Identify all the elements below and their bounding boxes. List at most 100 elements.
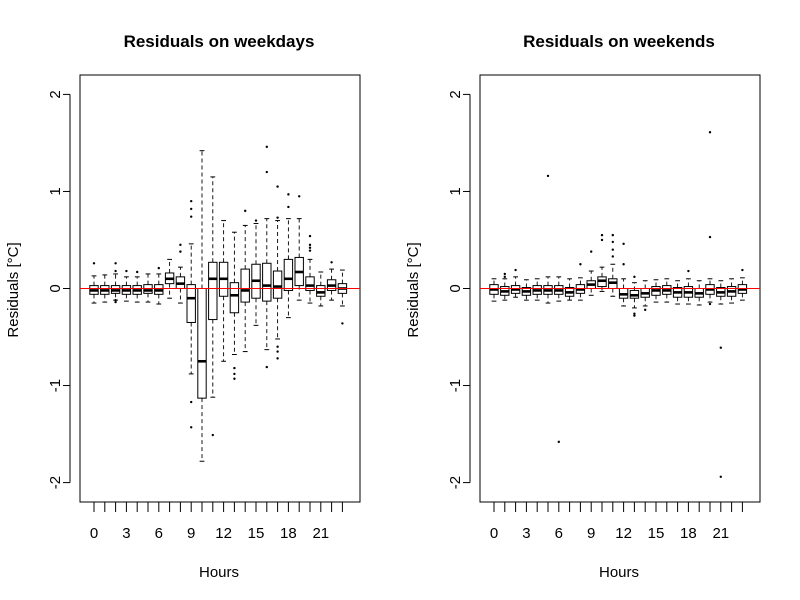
outlier-point <box>687 269 690 273</box>
outlier-point <box>341 322 344 325</box>
outlier-point <box>244 209 247 213</box>
outlier-point <box>287 193 290 196</box>
box-hour-12 <box>618 242 629 307</box>
x-tick-label: 21 <box>312 525 329 542</box>
box-hour-23 <box>737 268 748 301</box>
box-hour-8 <box>575 263 586 301</box>
outlier-point <box>611 255 614 258</box>
box-hour-18 <box>683 269 694 305</box>
box-hour-15 <box>251 219 261 326</box>
box-hour-19 <box>694 280 704 306</box>
outlier-point <box>590 250 593 253</box>
outlier-point <box>276 345 279 348</box>
outlier-point <box>611 248 614 251</box>
x-tick-label: 18 <box>280 525 297 542</box>
outlier-point <box>600 233 604 237</box>
box-iqr <box>240 268 250 303</box>
outlier-point <box>622 263 625 266</box>
box-iqr <box>272 270 283 299</box>
box-hour-20 <box>705 131 715 306</box>
box-hour-14 <box>240 209 250 353</box>
x-tick-label: 12 <box>615 525 632 542</box>
outlier-point <box>233 372 236 376</box>
x-tick-label: 9 <box>587 525 595 542</box>
outlier-point <box>708 235 712 239</box>
box-hour-2 <box>110 262 121 304</box>
x-tick-label: 3 <box>122 525 130 542</box>
outlier-point <box>190 207 193 211</box>
outlier-point <box>719 346 722 349</box>
outlier-point <box>114 269 117 273</box>
outlier-point <box>644 308 647 312</box>
box-hour-6 <box>154 266 164 305</box>
outlier-point <box>276 350 279 353</box>
outlier-point <box>265 145 268 149</box>
outlier-point <box>157 266 160 270</box>
outlier-point <box>633 275 636 279</box>
box-hour-10 <box>597 233 607 292</box>
y-tick-label: 0 <box>47 284 64 292</box>
outlier-point <box>611 240 614 244</box>
outlier-point <box>330 261 333 264</box>
box-hour-13 <box>629 275 640 317</box>
outlier-point <box>600 238 604 242</box>
y-tick-label: 0 <box>447 284 464 292</box>
y-tick-label: -2 <box>447 476 464 489</box>
outlier-point <box>298 195 301 198</box>
box-hour-4 <box>532 278 542 301</box>
outlier-point <box>276 185 279 188</box>
box-hour-17 <box>672 280 683 305</box>
box-hour-22 <box>726 278 737 304</box>
x-axis-label: Hours <box>199 564 239 581</box>
x-tick-label: 0 <box>90 525 98 542</box>
box-hour-3 <box>521 279 532 301</box>
outlier-point <box>265 365 268 369</box>
x-tick-label: 3 <box>522 525 530 542</box>
chart-title: Residuals on weekdays <box>124 32 315 51</box>
box-hour-20 <box>305 234 315 304</box>
box-hour-10 <box>197 150 207 462</box>
box-hour-21 <box>316 271 326 307</box>
outlier-point <box>611 233 614 237</box>
box-hour-9 <box>186 199 196 429</box>
outlier-point <box>708 302 712 306</box>
x-tick-label: 6 <box>555 525 563 542</box>
outlier-point <box>114 300 117 304</box>
outlier-point <box>503 272 506 276</box>
outlier-point <box>308 246 312 249</box>
box-hour-3 <box>121 269 132 302</box>
x-tick-label: 9 <box>187 525 195 542</box>
outlier-point <box>514 268 517 272</box>
box-hour-13 <box>229 231 240 380</box>
outlier-point <box>233 377 236 380</box>
outlier-point <box>179 250 182 253</box>
outlier-point <box>190 426 193 429</box>
box-iqr <box>229 282 240 314</box>
box-hour-8 <box>175 243 186 304</box>
outlier-point <box>211 433 214 437</box>
outlier-point <box>579 263 582 266</box>
outlier-point <box>254 219 258 222</box>
outlier-point <box>179 243 182 247</box>
box-hour-12 <box>218 220 229 362</box>
weekday-residuals-panel: Residuals on weekdays Hours Residuals [°… <box>5 32 361 581</box>
box-hour-9 <box>586 250 596 296</box>
y-axis-label: Residuals [°C] <box>5 242 22 337</box>
outlier-point <box>633 312 636 315</box>
box-hour-6 <box>554 276 564 444</box>
box-iqr <box>208 261 218 321</box>
y-tick-label: -1 <box>47 379 64 392</box>
box-hour-23 <box>337 269 348 325</box>
x-tick-label: 15 <box>248 525 265 542</box>
box-hour-19 <box>294 195 304 301</box>
outlier-point <box>633 314 636 317</box>
box-hour-17 <box>272 185 283 360</box>
box-hour-4 <box>132 270 142 303</box>
box-hour-7 <box>164 258 175 299</box>
box-iqr <box>262 262 272 302</box>
outlier-point <box>136 270 139 274</box>
x-tick-label: 15 <box>648 525 665 542</box>
box-hour-16 <box>662 278 672 303</box>
outlier-point <box>557 440 560 444</box>
outlier-point <box>308 249 312 252</box>
